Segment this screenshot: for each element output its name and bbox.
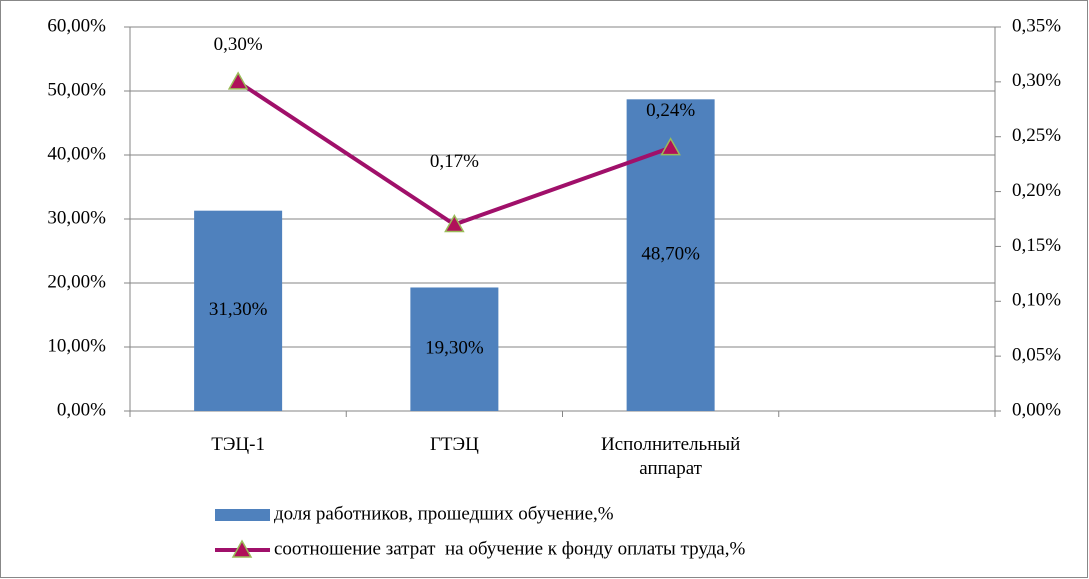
data-label: 31,30% xyxy=(209,299,268,320)
data-label: 48,70% xyxy=(641,244,700,265)
y2-tick-label: 0,20% xyxy=(1012,180,1061,201)
bar xyxy=(194,210,283,411)
data-label: 0,24% xyxy=(646,100,695,121)
x-tick-label: ГТЭЦ xyxy=(429,434,479,455)
y-tick-label: 60,00% xyxy=(47,15,106,36)
y2-tick-label: 0,00% xyxy=(1012,399,1061,420)
y-tick-label: 40,00% xyxy=(47,143,106,164)
legend-marker xyxy=(231,539,253,558)
y-tick-label: 30,00% xyxy=(47,207,106,228)
data-label: 0,30% xyxy=(214,34,263,55)
x-tick-label: ТЭЦ-1 xyxy=(211,434,265,455)
y2-tick-label: 0,35% xyxy=(1012,15,1061,36)
bar xyxy=(410,287,499,411)
data-label: 0,17% xyxy=(430,151,479,172)
legend-label: соотношение затрат на обучение к фонду о… xyxy=(274,538,745,559)
line-marker xyxy=(227,71,249,90)
y2-tick-label: 0,30% xyxy=(1012,70,1061,91)
legend-swatch xyxy=(215,509,270,521)
y-tick-label: 50,00% xyxy=(47,79,106,100)
y-tick-label: 20,00% xyxy=(47,271,106,292)
y-tick-label: 0,00% xyxy=(57,399,106,420)
y2-tick-label: 0,25% xyxy=(1012,125,1061,146)
legend-label: доля работников, прошедших обучение,% xyxy=(274,503,614,524)
y2-tick-label: 0,05% xyxy=(1012,345,1061,366)
line-marker xyxy=(444,213,465,233)
x-tick-label: Исполнительный аппарат xyxy=(600,434,741,479)
y2-tick-label: 0,10% xyxy=(1012,290,1061,311)
data-label: 19,30% xyxy=(425,338,484,359)
y-tick-label: 10,00% xyxy=(47,335,106,356)
line-marker xyxy=(660,137,681,156)
y2-tick-label: 0,15% xyxy=(1012,235,1061,256)
